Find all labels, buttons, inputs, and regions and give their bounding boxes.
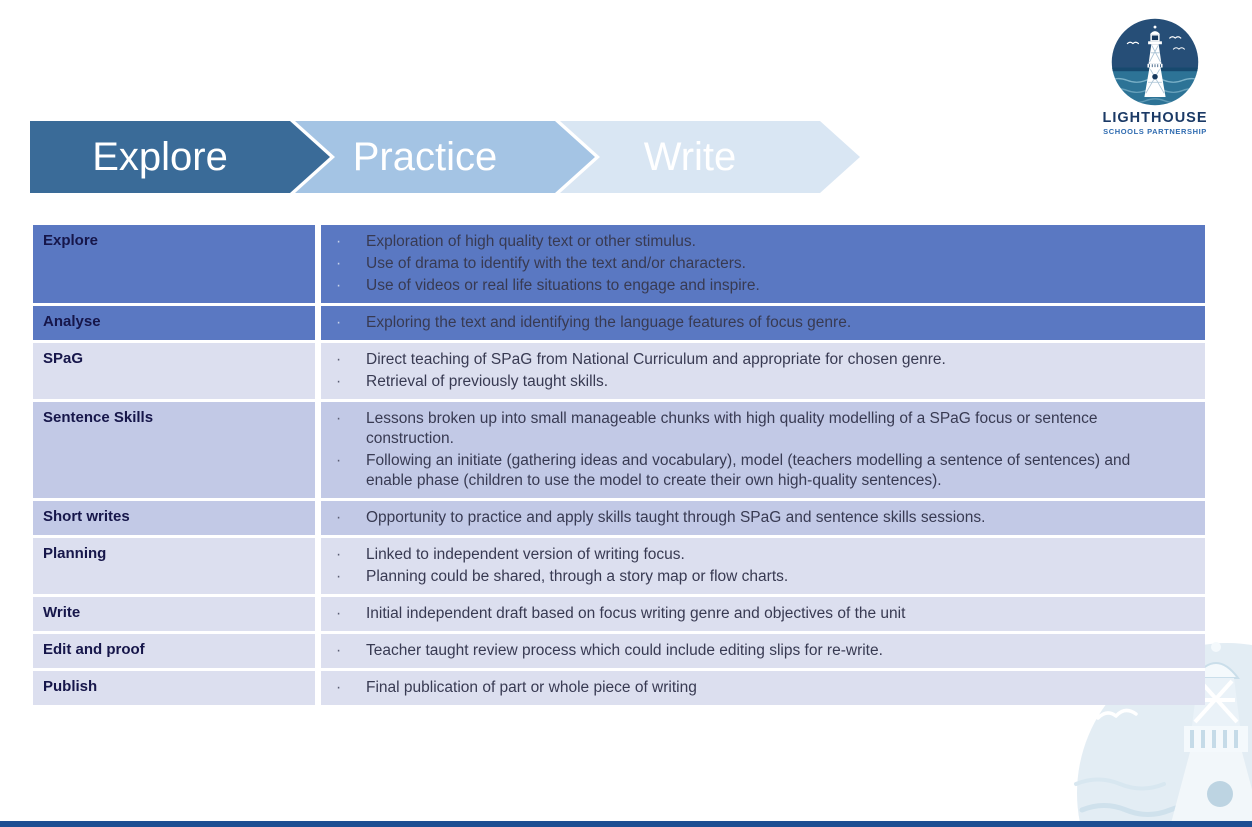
row-label-short-writes: Short writes	[33, 501, 315, 535]
bullet-item: Final publication of part or whole piece…	[329, 678, 1197, 698]
bullet-item: Retrieval of previously taught skills.	[329, 372, 1197, 392]
row-bullets-sentence-skills: Lessons broken up into small manageable …	[321, 402, 1205, 498]
row-bullets-short-writes: Opportunity to practice and apply skills…	[321, 501, 1205, 535]
process-chevrons: Explore Practice Write	[30, 121, 870, 193]
lighthouse-logo: LIGHTHOUSE SCHOOLS PARTNERSHIP	[1095, 16, 1215, 136]
row-label-spag: SPaG	[33, 343, 315, 399]
footer-accent-bar	[0, 821, 1252, 827]
row-bullets-publish: Final publication of part or whole piece…	[321, 671, 1205, 705]
row-label-planning: Planning	[33, 538, 315, 594]
bullet-item: Initial independent draft based on focus…	[329, 604, 1197, 624]
bullet-item: Opportunity to practice and apply skills…	[329, 508, 1197, 528]
row-bullets-spag: Direct teaching of SPaG from National Cu…	[321, 343, 1205, 399]
bullet-item: Exploration of high quality text or othe…	[329, 232, 1197, 252]
row-bullets-write: Initial independent draft based on focus…	[321, 597, 1205, 631]
logo-tagline-text: SCHOOLS PARTNERSHIP	[1103, 127, 1207, 136]
chevron-explore: Explore	[30, 121, 330, 193]
bullet-item: Exploring the text and identifying the l…	[329, 313, 1197, 333]
logo-name-text: LIGHTHOUSE	[1102, 110, 1208, 126]
row-bullets-explore: Exploration of high quality text or othe…	[321, 225, 1205, 303]
writing-process-table: Explore Exploration of high quality text…	[33, 225, 1205, 705]
bullet-item: Direct teaching of SPaG from National Cu…	[329, 350, 1197, 370]
bullet-item: Following an initiate (gathering ideas a…	[329, 451, 1197, 491]
row-label-publish: Publish	[33, 671, 315, 705]
row-label-explore: Explore	[33, 225, 315, 303]
chevron-write: Write	[560, 121, 860, 193]
chevron-practice: Practice	[295, 121, 595, 193]
chevron-write-label: Write	[643, 135, 737, 179]
bullet-item: Teacher taught review process which coul…	[329, 641, 1197, 661]
bullet-item: Use of drama to identify with the text a…	[329, 254, 1197, 274]
row-bullets-analyse: Exploring the text and identifying the l…	[321, 306, 1205, 340]
lighthouse-logo-icon	[1111, 18, 1199, 106]
row-bullets-edit-and-proof: Teacher taught review process which coul…	[321, 634, 1205, 668]
bullet-item: Lessons broken up into small manageable …	[329, 409, 1197, 449]
bullet-item: Planning could be shared, through a stor…	[329, 567, 1197, 587]
chevron-practice-label: Practice	[352, 135, 498, 179]
row-label-sentence-skills: Sentence Skills	[33, 402, 315, 498]
row-bullets-planning: Linked to independent version of writing…	[321, 538, 1205, 594]
bullet-item: Use of videos or real life situations to…	[329, 276, 1197, 296]
chevron-explore-label: Explore	[92, 135, 228, 179]
row-label-analyse: Analyse	[33, 306, 315, 340]
row-label-edit-and-proof: Edit and proof	[33, 634, 315, 668]
bullet-item: Linked to independent version of writing…	[329, 545, 1197, 565]
row-label-write: Write	[33, 597, 315, 631]
